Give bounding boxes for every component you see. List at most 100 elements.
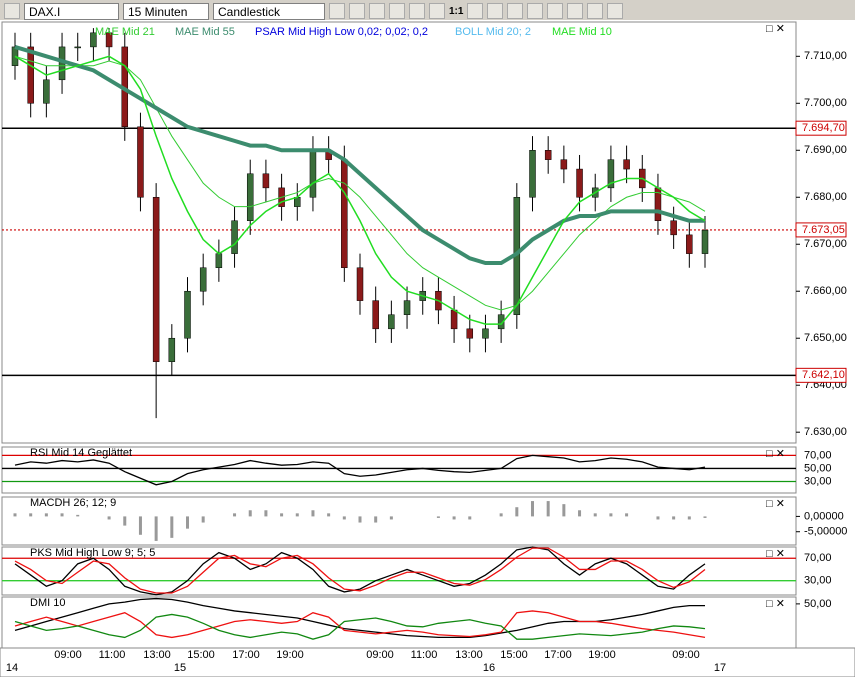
indicator-line: [14, 546, 706, 596]
zoom-tool[interactable]: [389, 3, 405, 19]
x-time-label: 09:00: [366, 649, 394, 661]
histogram-bar: [76, 514, 80, 517]
y-tick-label: 7.710,00: [804, 50, 847, 62]
interval-select[interactable]: 15 Minuten: [123, 2, 209, 20]
symbol-field[interactable]: DAX.I: [24, 2, 119, 20]
indicator-line: [14, 613, 706, 640]
chart-type-select[interactable]: Candlestick: [213, 2, 325, 20]
panel-frame: [1, 496, 797, 546]
candle-body: [309, 150, 317, 198]
x-time-label: 15:00: [187, 649, 215, 661]
candle-body: [27, 46, 34, 104]
candle-body: [372, 300, 379, 330]
price-label: 7.694,70: [802, 122, 845, 134]
x-time-label: 11:00: [411, 649, 438, 661]
histogram-bar: [452, 516, 456, 520]
candle-body: [341, 159, 348, 268]
nav-button[interactable]: [4, 3, 20, 19]
plot-background: [0, 20, 855, 677]
histogram-bar: [578, 510, 582, 517]
panel-frame: [1, 446, 797, 494]
line-tool[interactable]: [467, 3, 484, 19]
histogram-bar: [201, 516, 205, 523]
y-tick-label: 7.700,00: [804, 97, 847, 109]
histogram-bar: [295, 513, 299, 517]
zoom-reset[interactable]: 1:1: [449, 5, 464, 17]
histogram-bar: [593, 513, 597, 517]
grid-tool[interactable]: [369, 3, 385, 19]
crosshair-tool[interactable]: [349, 3, 365, 19]
candle-body: [403, 300, 411, 315]
histogram-bar: [327, 513, 331, 517]
candle-body: [388, 314, 395, 330]
legend-entry: MAE Mid 55: [175, 26, 235, 38]
histogram-bar: [687, 516, 691, 520]
histogram-bar: [13, 513, 17, 517]
candle-body: [450, 309, 458, 330]
magnet-tool[interactable]: [607, 3, 624, 19]
histogram-bar: [44, 513, 48, 517]
candle-body: [529, 150, 536, 198]
panel-buttons: □ ✕: [766, 448, 785, 460]
x-time-label: 09:00: [672, 649, 700, 661]
legend-entry: MAE Mid 21: [95, 26, 155, 38]
histogram-bar: [656, 516, 660, 520]
print-tool[interactable]: [567, 3, 584, 19]
histogram-bar: [562, 504, 566, 517]
y-tick-label: 7.690,00: [804, 144, 847, 156]
cursor-tool[interactable]: [329, 3, 345, 19]
histogram-bar: [170, 516, 174, 538]
x-time-label: 13:00: [143, 649, 171, 661]
price-label-box: [795, 367, 847, 383]
histogram-bar: [60, 513, 64, 517]
x-time-label: 13:00: [455, 649, 483, 661]
histogram-bar: [374, 516, 378, 523]
y-tick-label: 50,00: [804, 598, 832, 610]
y-tick-label: 7.660,00: [804, 285, 847, 297]
candle-body: [356, 267, 364, 301]
histogram-bar: [358, 516, 362, 523]
x-time-label: 09:00: [54, 649, 82, 661]
panel-buttons: □ ✕: [766, 23, 785, 35]
y-tick-label: 7.680,00: [804, 191, 847, 203]
y-tick-label: 7.630,00: [804, 426, 847, 438]
candle-body: [11, 46, 19, 66]
histogram-bar: [280, 513, 284, 517]
x-time-label: 19:00: [276, 649, 304, 661]
panel-buttons: □ ✕: [766, 548, 785, 560]
y-tick-label: 70,00: [804, 449, 832, 461]
legend-entry: BOLL Mid 20; 2: [455, 26, 531, 38]
x-day-label: 14: [6, 662, 18, 674]
candle-body: [560, 159, 568, 170]
candle-body: [74, 46, 81, 49]
fib-tool[interactable]: [527, 3, 544, 19]
zoom-out-tool[interactable]: [409, 3, 425, 19]
y-tick-label: 70,00: [804, 552, 832, 564]
histogram-bar: [342, 516, 346, 520]
histogram-bar: [107, 516, 111, 520]
histogram-bar: [389, 516, 393, 520]
x-day-label: 17: [714, 662, 726, 674]
histogram-bar: [233, 513, 237, 517]
candle-body: [262, 173, 270, 189]
candle-body: [544, 150, 552, 160]
text-tool[interactable]: [547, 3, 564, 19]
link-tool[interactable]: [587, 3, 604, 19]
x-axis-bg: [0, 647, 855, 677]
price-label: 7.642,10: [802, 369, 845, 381]
toolbar: DAX.I 15 Minuten Candlestick 1:1: [0, 0, 855, 22]
legend-entry: PSAR Mid High Low 0,02; 0,02; 0,2: [255, 26, 428, 38]
histogram-bar: [264, 510, 268, 517]
pen-tool[interactable]: [507, 3, 524, 19]
candle-body: [199, 267, 207, 292]
zoom-in-tool[interactable]: [429, 3, 445, 19]
histogram-bar: [468, 516, 472, 520]
candle-body: [466, 328, 474, 339]
candle-body: [576, 168, 583, 198]
y-tick-label: 7.670,00: [804, 238, 847, 250]
histogram-bar: [515, 507, 519, 517]
draw-tool[interactable]: [487, 3, 504, 19]
histogram-bar: [703, 516, 707, 518]
panel-legend: PKS Mid High Low 9; 5; 5: [30, 547, 155, 559]
